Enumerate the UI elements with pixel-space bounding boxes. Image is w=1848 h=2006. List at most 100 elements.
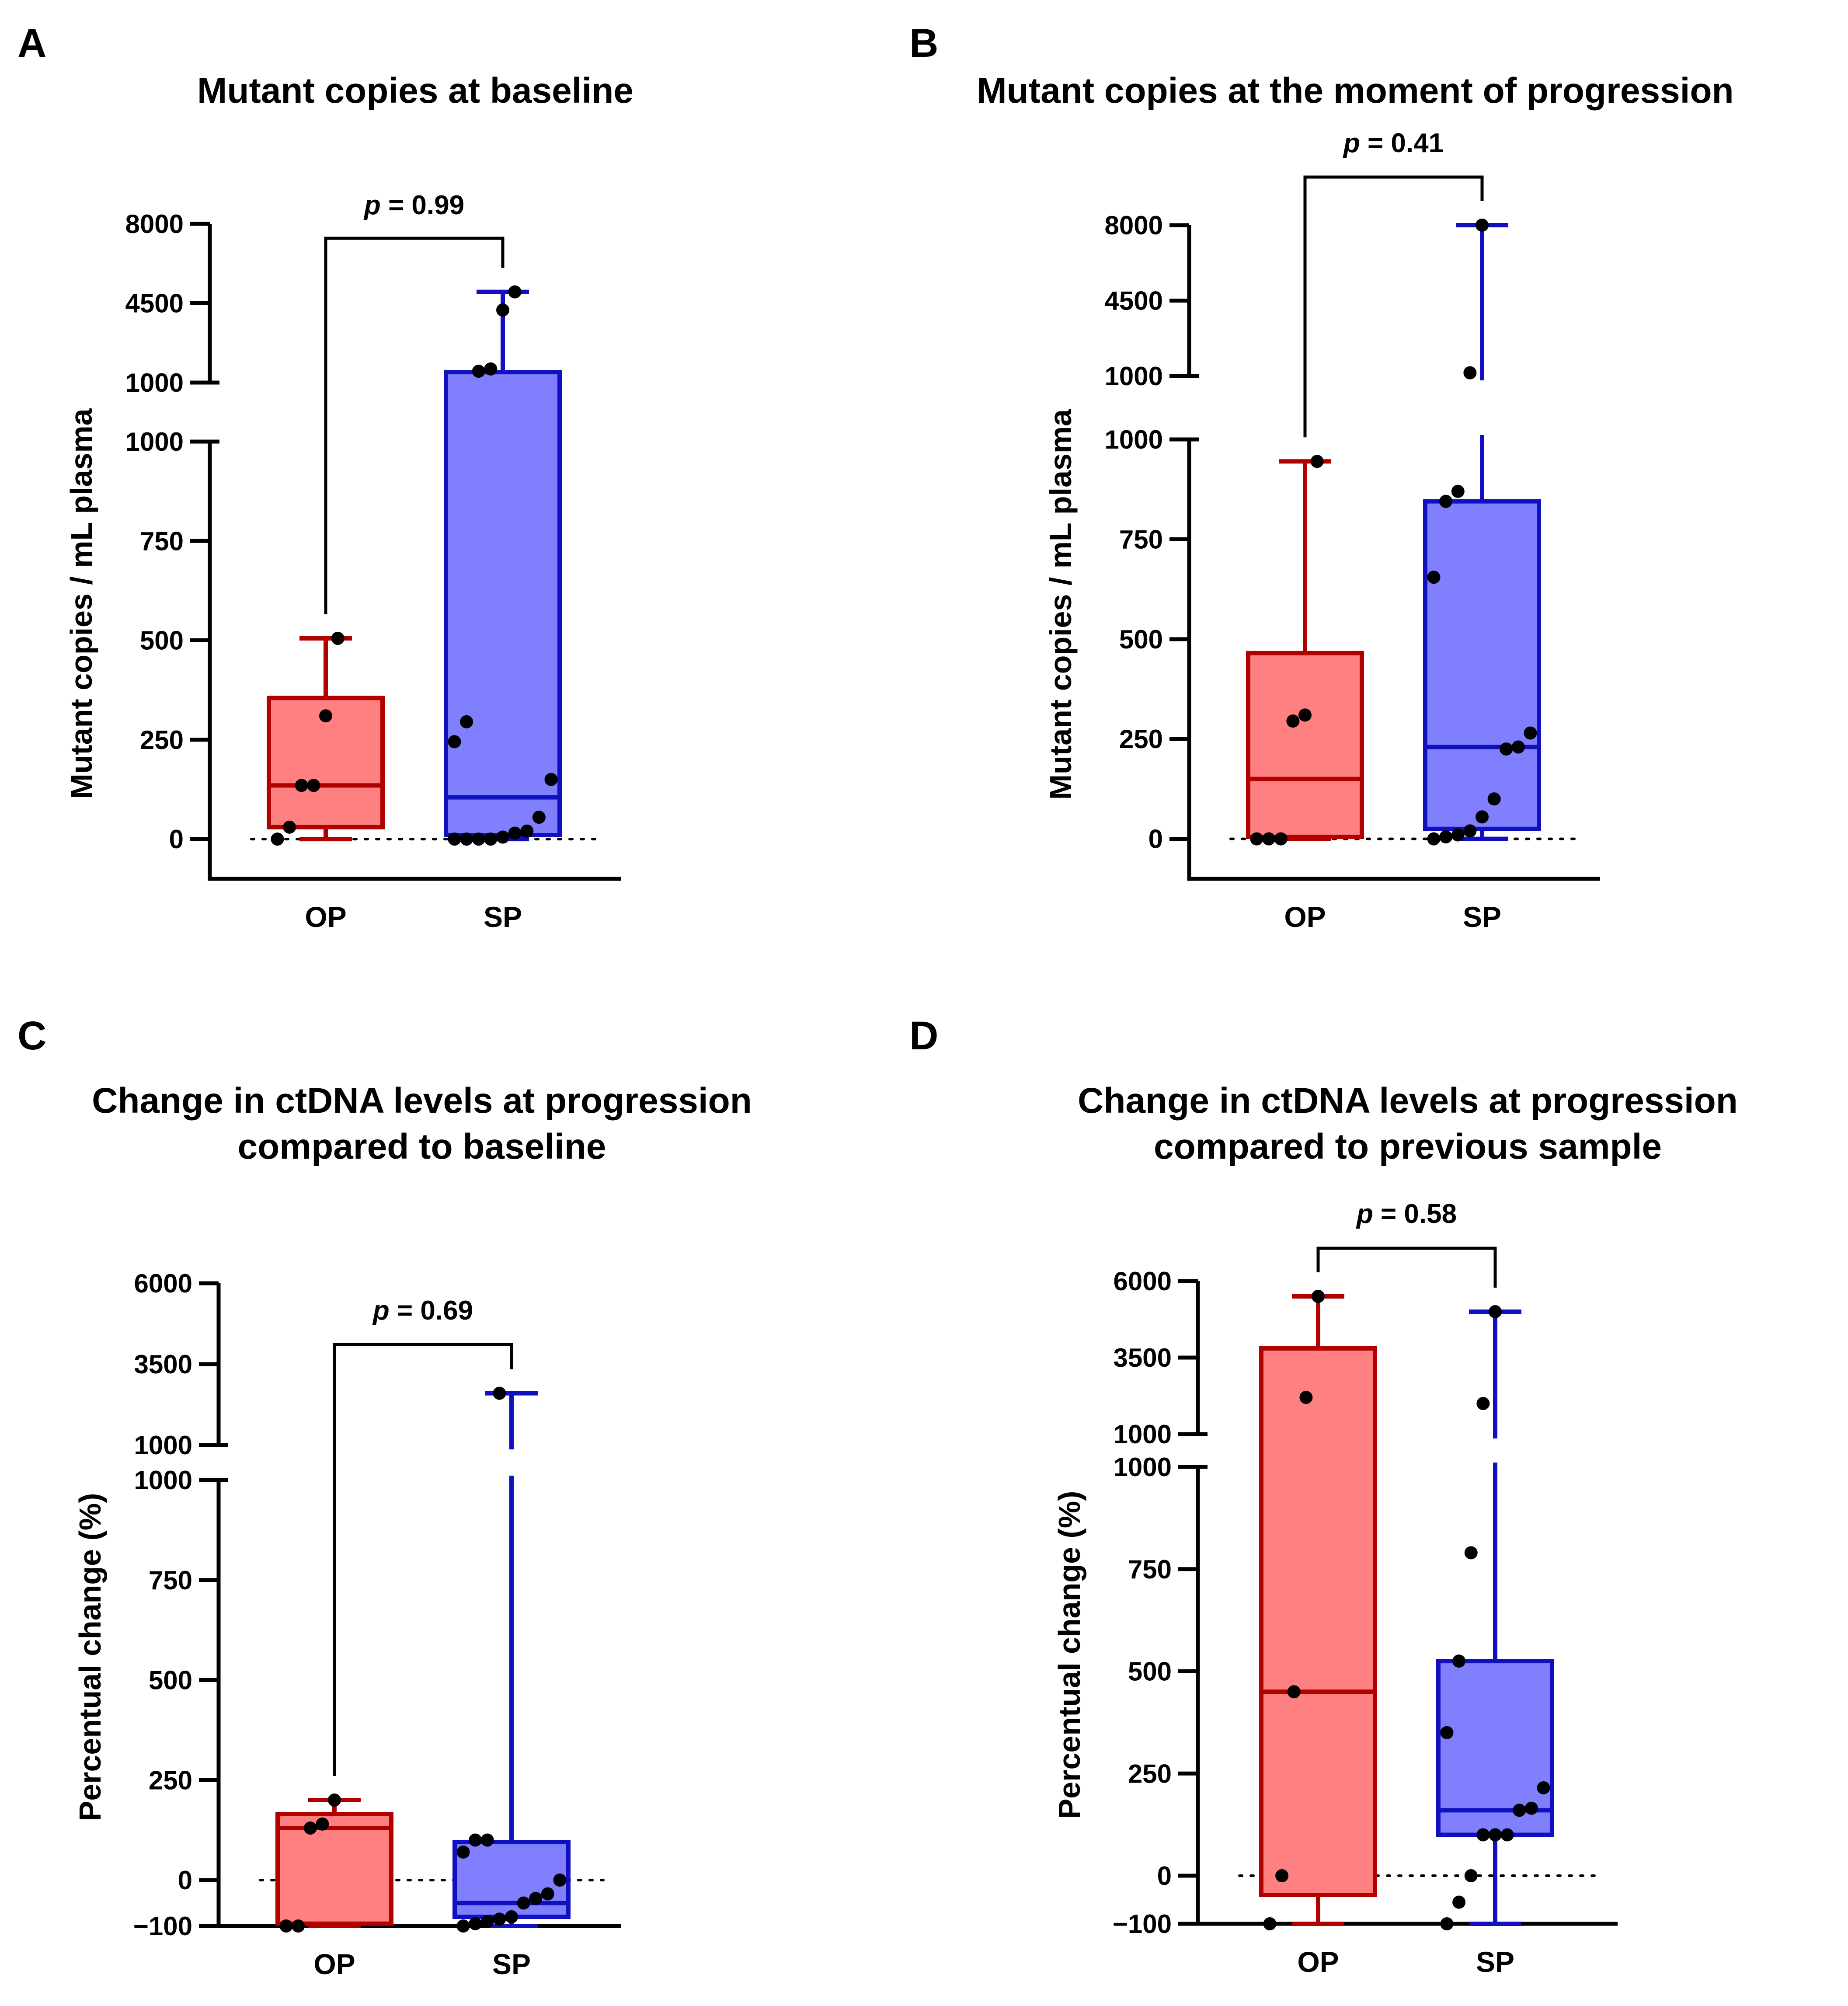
panel-c: C Change in ctDNA levels at progression co… [17, 1013, 752, 1980]
data-point [1463, 824, 1477, 838]
y-tick-label: 250 [149, 1766, 192, 1795]
p-value-label: p = 0.69 [372, 1296, 473, 1326]
data-point [1452, 1895, 1466, 1909]
significance-bracket [333, 1343, 513, 1776]
chart-title: Mutant copies at baseline [197, 71, 633, 111]
data-point [496, 303, 509, 317]
y-axis-label: Percentual change (%) [73, 1493, 107, 1821]
data-point [508, 826, 522, 840]
y-tick-label: 750 [140, 526, 184, 556]
panel-letter: A [17, 21, 46, 66]
whisker-break-gap [1490, 1438, 1500, 1463]
p-value-label: p = 0.41 [1343, 128, 1444, 158]
y-tick-label: 500 [149, 1666, 192, 1695]
significance-bracket [324, 237, 505, 614]
y-axis: −100 0 250 500 750 1000 1000 3500 6000 [133, 1269, 621, 1941]
x-tick-label: OP [1284, 901, 1326, 933]
data-point [493, 1912, 506, 1926]
y-tick-label: 1000 [125, 427, 184, 456]
data-point [292, 1919, 305, 1933]
box-iqr [1423, 499, 1541, 831]
y-tick-label: 750 [1119, 525, 1163, 554]
data-point [529, 1892, 543, 1905]
data-point [1274, 832, 1288, 846]
y-tick-label: 1000 [134, 1466, 192, 1495]
data-point [448, 735, 461, 749]
box-iqr [275, 1812, 393, 1926]
data-point [1489, 1305, 1502, 1318]
y-tick-label: −100 [133, 1912, 192, 1941]
data-point [469, 1833, 482, 1847]
y-tick-label: 750 [1128, 1555, 1172, 1584]
data-point [544, 773, 558, 786]
data-point [328, 1794, 341, 1807]
x-tick-label: OP [1297, 1946, 1339, 1978]
data-point [1464, 1869, 1478, 1882]
box-iqr [444, 370, 562, 837]
data-point [1500, 1828, 1514, 1842]
data-point [331, 632, 345, 645]
y-tick-label: 500 [1128, 1657, 1172, 1686]
data-point [472, 832, 485, 846]
y-tick-label: 4500 [125, 289, 184, 318]
y-tick-label: 6000 [134, 1269, 192, 1298]
y-tick-label: 8000 [125, 209, 184, 239]
chart-title: Change in ctDNA levels at progression [92, 1081, 752, 1121]
panel-b: B Mutant copies at the moment of progress… [909, 21, 1734, 933]
x-tick-label: SP [492, 1948, 531, 1980]
significance-bracket [1316, 1247, 1497, 1288]
data-point [460, 715, 473, 728]
y-tick-label: 1000 [134, 1431, 192, 1460]
data-point [469, 1917, 482, 1930]
data-point [307, 779, 320, 792]
y-tick-label: 500 [140, 626, 184, 655]
series-op [275, 1794, 393, 1933]
panel-a: A Mutant copies at baseline Mutant copies … [17, 21, 633, 933]
y-tick-label: 1000 [125, 368, 184, 397]
data-point [520, 824, 534, 838]
data-point [517, 1896, 530, 1910]
data-point [1299, 1391, 1313, 1404]
y-tick-label: 0 [1148, 825, 1163, 854]
data-point [1476, 1397, 1490, 1410]
series-sp [444, 285, 562, 846]
y-tick-label: 250 [140, 725, 184, 755]
data-point [496, 830, 509, 844]
data-point [279, 1919, 293, 1933]
data-point [1524, 1801, 1538, 1815]
chart-title: Change in ctDNA levels at progression [1078, 1081, 1738, 1121]
x-tick-label: SP [484, 901, 522, 933]
data-point [553, 1874, 567, 1887]
panel-letter: D [909, 1013, 938, 1058]
box-iqr [1246, 651, 1364, 839]
data-point [472, 365, 485, 378]
y-tick-label: 8000 [1105, 211, 1163, 240]
y-tick-label: 3500 [1114, 1343, 1172, 1372]
chart-title: compared to previous sample [1154, 1127, 1662, 1167]
panel-letter: B [909, 21, 938, 66]
y-tick-label: 500 [1119, 625, 1163, 654]
data-point [316, 1817, 329, 1831]
data-point [1513, 1804, 1526, 1817]
y-axis-label: Percentual change (%) [1052, 1491, 1086, 1819]
whisker-break-gap [1477, 380, 1487, 435]
y-tick-label: 1000 [1105, 362, 1163, 391]
data-point [1440, 1917, 1454, 1930]
data-point [1263, 1917, 1277, 1930]
p-value-label: p = 0.58 [1356, 1199, 1457, 1229]
y-axis: 0 250 500 750 1000 1000 4500 8000 [1105, 211, 1600, 881]
data-point [541, 1887, 554, 1901]
x-tick-label: SP [1463, 901, 1501, 933]
data-point [1427, 571, 1441, 584]
whisker-break-gap [506, 1449, 517, 1476]
data-point [1275, 1869, 1289, 1882]
y-tick-label: 1000 [1114, 1452, 1172, 1482]
box-iqr [1259, 1346, 1377, 1897]
series-sp [1423, 219, 1541, 846]
y-tick-label: 3500 [134, 1350, 192, 1379]
panel-d: D Change in ctDNA levels at progression co… [909, 1013, 1738, 1978]
data-point [480, 1915, 494, 1928]
data-point [319, 709, 332, 723]
data-point [484, 362, 498, 376]
